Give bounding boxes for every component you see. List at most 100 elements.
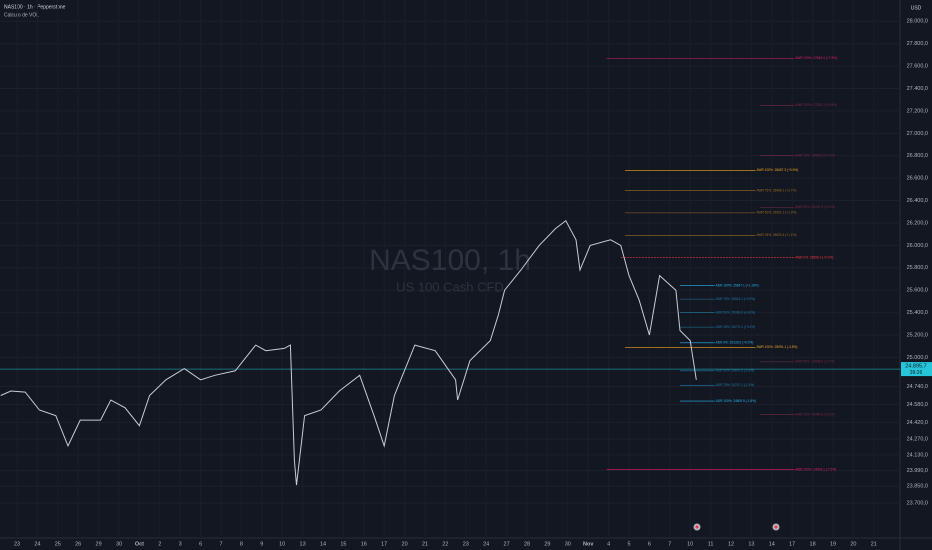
x-tick-label: 25: [55, 541, 61, 547]
x-tick-label: 5: [627, 541, 630, 547]
y-tick-label: 25.000,0: [907, 355, 928, 361]
x-tick-label: 23: [14, 541, 20, 547]
y-tick-label: 26.800,0: [907, 153, 928, 159]
level-label: AWR 50%: 24958.4 (-3.7%): [795, 360, 834, 364]
x-tick-label: 26: [75, 541, 81, 547]
x-tick-label: 19: [830, 541, 836, 547]
level-label: AWR 50%: 26291.2 (+1.9%): [756, 211, 796, 215]
y-tick-label: 28.000,0: [907, 19, 928, 25]
x-tick-label: 20: [850, 541, 856, 547]
x-tick-label: 21: [871, 541, 877, 547]
event-icon-dot: [695, 525, 699, 529]
x-tick-label: 14: [320, 541, 326, 547]
level-label: ADR 25%: 25272.4 (+0.4%): [716, 325, 755, 329]
y-tick-label: 27.600,0: [907, 64, 928, 70]
x-tick-label: 13: [748, 541, 754, 547]
y-tick-label: 27.400,0: [907, 86, 928, 92]
chart-title: NAS100 · 1h · Pepperstone: [4, 4, 66, 10]
x-tick-label: 6: [199, 541, 202, 547]
level-label: AWR 75%: 26489.1 (+2.7%): [756, 188, 796, 192]
x-tick-label: 30: [116, 541, 122, 547]
level-label: AWR 100%: 25091.1 (-3.5%): [756, 345, 797, 349]
y-tick-label: 27.000,0: [907, 131, 928, 137]
x-tick-label: 29: [96, 541, 102, 547]
y-tick-label: 25.400,0: [907, 310, 928, 316]
y-tick-label: 26.000,0: [907, 243, 928, 249]
x-tick-label: 17: [381, 541, 387, 547]
x-tick-label: 6: [648, 541, 651, 547]
level-label: AWR 100%: 24004.1 (-7.5%): [795, 467, 836, 471]
x-tick-label: 23: [463, 541, 469, 547]
x-tick-label: 9: [260, 541, 263, 547]
x-tick-label: 27: [504, 541, 510, 547]
level-label: AWR 50%: 26347.5 (+2.4%): [795, 205, 835, 209]
level-label: AWR 75%: 26803.6 (+4.2%): [795, 154, 835, 158]
x-tick-label: 4: [607, 541, 610, 547]
y-tick-label: 23.700,0: [907, 500, 928, 506]
y-tick-label: 25.200,0: [907, 332, 928, 338]
price-line: [0, 219, 697, 486]
y-tick-label: 25.600,0: [907, 288, 928, 294]
price-tag: [901, 362, 932, 377]
event-icon-dot: [774, 525, 778, 529]
x-tick-label: 24: [483, 541, 489, 547]
level-label: AWR 100%: 26657.3 (+3.5%): [756, 168, 798, 172]
y-tick-label: 24.580,0: [907, 402, 928, 408]
level-label: ADR 50%: 24870.3 (-0.9%): [716, 369, 755, 373]
x-tick-label: 2: [158, 541, 161, 547]
price-tag-countdown: 39:26: [910, 370, 923, 376]
indicator-name: Calculo de VOL: [4, 12, 39, 18]
currency: USD: [911, 5, 922, 11]
level-label: ADR 100%: 24609.9 (-1.8%): [716, 399, 756, 403]
x-tick-label: 10: [279, 541, 285, 547]
y-tick-label: 23.850,0: [907, 484, 928, 490]
watermark-subtitle: US 100 Cash CFD: [396, 279, 504, 294]
level-label: ADR 100%: 25647.1 (+1.15%): [716, 284, 759, 288]
level-label: ADR 75%: 25514.1 (+0.9%): [716, 297, 755, 301]
x-tick-label: 16: [361, 541, 367, 547]
x-tick-label: 21: [422, 541, 428, 547]
x-tick-label: 24: [34, 541, 40, 547]
x-tick-label: Oct: [135, 541, 144, 547]
event-markers[interactable]: [693, 523, 780, 531]
x-tick-label: 11: [708, 541, 714, 547]
x-tick-label: 7: [668, 541, 671, 547]
x-tick-label: 3: [179, 541, 182, 547]
x-tick-label: 10: [687, 541, 693, 547]
level-label: AWR 100%: 27251.1 (+5.9%): [795, 103, 837, 107]
x-tick-label: 12: [728, 541, 734, 547]
y-tick-label: 24.270,0: [907, 437, 928, 443]
y-tick-label: 27.800,0: [907, 41, 928, 47]
y-tick-label: 23.990,0: [907, 468, 928, 474]
x-tick-label: 7: [219, 541, 222, 547]
y-tick-label: 24.420,0: [907, 420, 928, 426]
y-tick-label: 26.600,0: [907, 176, 928, 182]
x-tick-label: 8: [240, 541, 243, 547]
watermark: NAS100, 1h: [369, 244, 531, 277]
level-label: ADR 0%: 25133.0 (+0.0%): [716, 341, 754, 345]
x-tick-label: 28: [524, 541, 530, 547]
level-label: AWR 0%: 25896.3 (+0.0%): [795, 256, 833, 260]
price-tag-value: 24.895,7: [905, 364, 926, 370]
y-tick-label: 25.800,0: [907, 265, 928, 271]
x-tick-label: 20: [402, 541, 408, 547]
level-label: AWR 125%: 27663.4 (+7.5%): [795, 56, 837, 60]
y-tick-label: 26.200,0: [907, 220, 928, 226]
y-tick-label: 24.130,0: [907, 452, 928, 458]
level-label: ADR 75%: 24747.1 (-1.3%): [716, 383, 755, 387]
level-label: AWR 75%: 24490.6 (-5.6%): [795, 412, 834, 416]
x-tick-label: Nov: [583, 541, 594, 547]
x-tick-label: 18: [810, 541, 816, 547]
x-tick-label: 17: [789, 541, 795, 547]
x-tick-label: 13: [300, 541, 306, 547]
y-tick-label: 24.740,0: [907, 384, 928, 390]
level-label: AWR 25%: 26093.4 (+1.1%): [756, 233, 796, 237]
x-tick-label: 22: [442, 541, 448, 547]
level-label: ADR 50%: 25393.8 (+0.6%): [716, 310, 755, 314]
x-tick-label: 30: [565, 541, 571, 547]
y-tick-label: 26.400,0: [907, 198, 928, 204]
y-tick-label: 27.200,0: [907, 108, 928, 114]
x-tick-label: 15: [340, 541, 346, 547]
